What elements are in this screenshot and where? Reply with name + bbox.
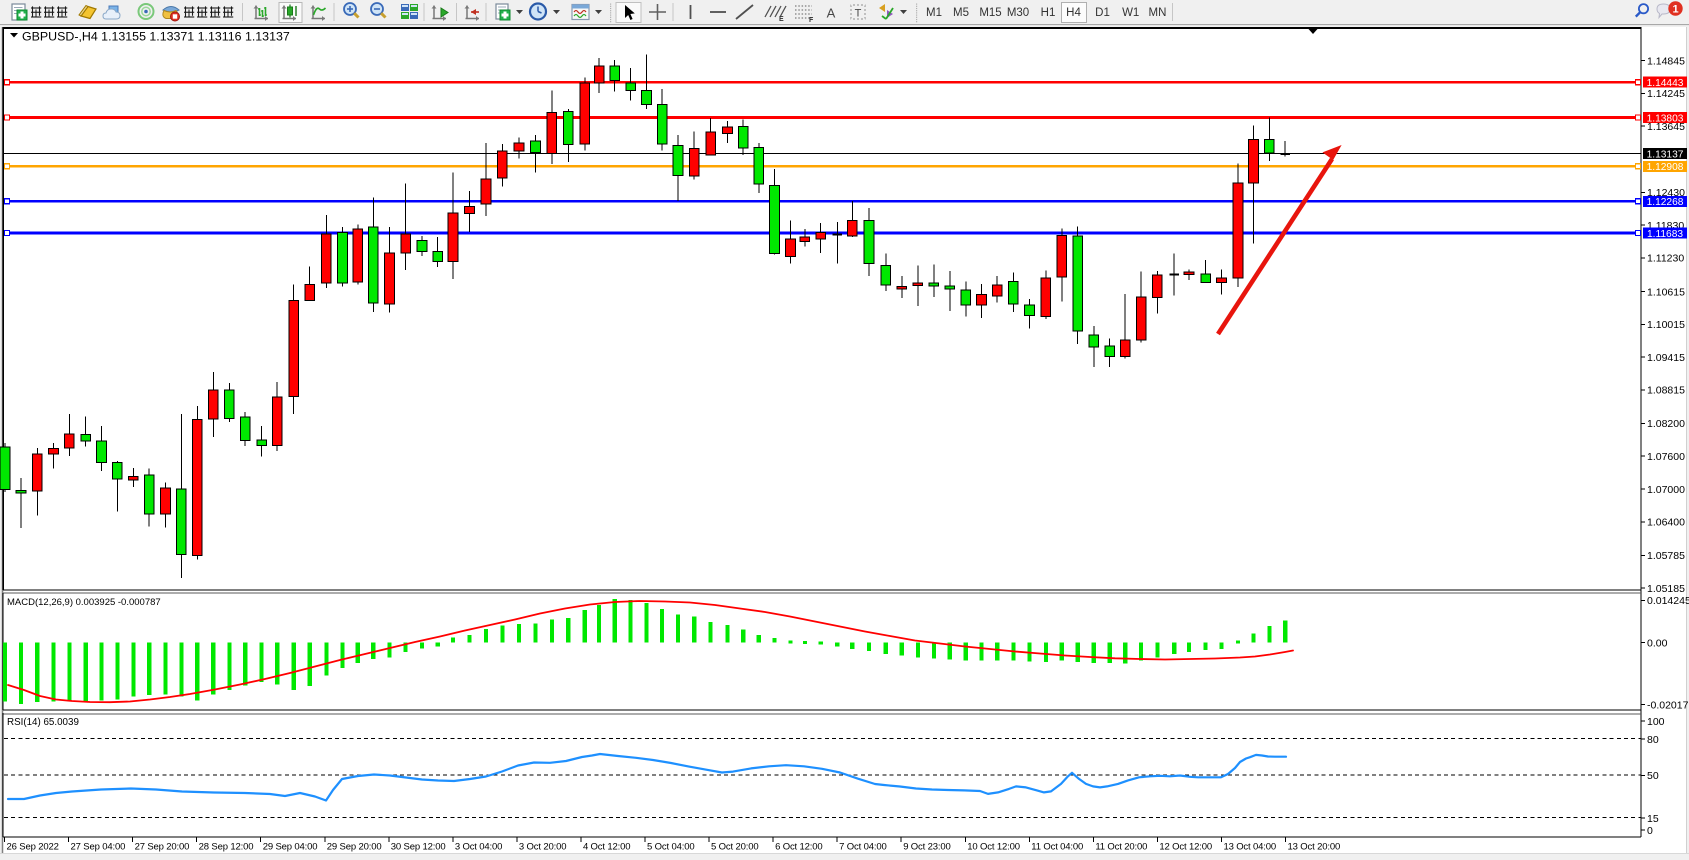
svg-text:1.11230: 1.11230 [1647, 253, 1684, 265]
svg-text:1.14443: 1.14443 [1647, 78, 1684, 89]
svg-text:29 Sep 04:00: 29 Sep 04:00 [263, 842, 318, 853]
svg-text:7 Oct 04:00: 7 Oct 04:00 [839, 842, 886, 853]
svg-text:A: A [827, 6, 836, 21]
svg-text:6 Oct 12:00: 6 Oct 12:00 [775, 842, 822, 853]
svg-text:27 Sep 20:00: 27 Sep 20:00 [135, 842, 190, 853]
svg-text:0: 0 [1647, 825, 1653, 837]
svg-text:29 Sep 20:00: 29 Sep 20:00 [327, 842, 382, 853]
svg-text:M1: M1 [926, 7, 942, 19]
svg-text:11 Oct 20:00: 11 Oct 20:00 [1095, 842, 1147, 853]
svg-text:E: E [779, 16, 784, 23]
svg-text:1.13803: 1.13803 [1647, 113, 1684, 124]
svg-text:1.09415: 1.09415 [1647, 352, 1685, 364]
svg-text:1.13645: 1.13645 [1647, 121, 1685, 133]
svg-text:D1: D1 [1095, 7, 1110, 19]
svg-text:1.08200: 1.08200 [1647, 418, 1685, 430]
svg-text:1.10615: 1.10615 [1647, 286, 1685, 298]
svg-text:9 Oct 23:00: 9 Oct 23:00 [903, 842, 950, 853]
svg-text:5 Oct 20:00: 5 Oct 20:00 [711, 842, 758, 853]
svg-text:100: 100 [1647, 716, 1665, 728]
svg-text:M15: M15 [979, 7, 1001, 19]
svg-text:W1: W1 [1122, 7, 1139, 19]
svg-text:T: T [855, 8, 862, 20]
svg-text:1.12268: 1.12268 [1647, 197, 1684, 208]
svg-text:10 Oct 12:00: 10 Oct 12:00 [967, 842, 1020, 853]
svg-text:0.00: 0.00 [1647, 637, 1668, 649]
svg-text:1.06400: 1.06400 [1647, 517, 1685, 529]
svg-text:1.07600: 1.07600 [1647, 451, 1685, 463]
svg-text:0.014245: 0.014245 [1647, 595, 1689, 607]
svg-text:28 Sep 12:00: 28 Sep 12:00 [199, 842, 254, 853]
svg-text:1.07000: 1.07000 [1647, 484, 1685, 496]
svg-text:1: 1 [1672, 4, 1678, 16]
svg-text:1.12908: 1.12908 [1647, 162, 1684, 173]
svg-text:27 Sep 04:00: 27 Sep 04:00 [71, 842, 126, 853]
svg-text:H4: H4 [1066, 7, 1081, 19]
svg-text:MN: MN [1149, 7, 1167, 19]
svg-text:15: 15 [1647, 813, 1659, 825]
svg-text:13 Oct 04:00: 13 Oct 04:00 [1223, 842, 1276, 853]
svg-text:13 Oct 20:00: 13 Oct 20:00 [1288, 842, 1341, 853]
svg-text:1.10015: 1.10015 [1647, 319, 1685, 331]
svg-text:-0.020171: -0.020171 [1647, 699, 1689, 711]
svg-text:1.11683: 1.11683 [1647, 229, 1683, 240]
svg-text:H1: H1 [1041, 7, 1056, 19]
svg-text:1.14845: 1.14845 [1647, 55, 1685, 67]
svg-text:1.05785: 1.05785 [1647, 550, 1685, 562]
svg-text:MACD(12,26,9) 0.003925 -0.0007: MACD(12,26,9) 0.003925 -0.000787 [7, 597, 161, 608]
svg-text:1.05185: 1.05185 [1647, 583, 1685, 595]
svg-text:RSI(14) 65.0039: RSI(14) 65.0039 [7, 717, 79, 728]
svg-text:11 Oct 04:00: 11 Oct 04:00 [1031, 842, 1083, 853]
svg-text:M5: M5 [953, 7, 969, 19]
svg-text:1.13137: 1.13137 [1647, 150, 1684, 161]
svg-text:30 Sep 12:00: 30 Sep 12:00 [391, 842, 446, 853]
svg-text:80: 80 [1647, 734, 1659, 746]
svg-text:26 Sep 2022: 26 Sep 2022 [7, 842, 59, 853]
svg-text:GBPUSD-,H4 1.13155 1.13371 1.: GBPUSD-,H4 1.13155 1.13371 1.13116 1.131… [22, 30, 290, 44]
svg-text:50: 50 [1647, 770, 1659, 782]
svg-text:3 Oct 20:00: 3 Oct 20:00 [519, 842, 566, 853]
svg-text:M30: M30 [1007, 7, 1029, 19]
svg-text:3 Oct 04:00: 3 Oct 04:00 [455, 842, 502, 853]
svg-text:4 Oct 12:00: 4 Oct 12:00 [583, 842, 630, 853]
svg-text:1.14245: 1.14245 [1647, 88, 1685, 100]
svg-text:12 Oct 12:00: 12 Oct 12:00 [1159, 842, 1212, 853]
svg-text:5 Oct 04:00: 5 Oct 04:00 [647, 842, 694, 853]
svg-text:1.08815: 1.08815 [1647, 385, 1685, 397]
svg-text:F: F [809, 17, 814, 24]
